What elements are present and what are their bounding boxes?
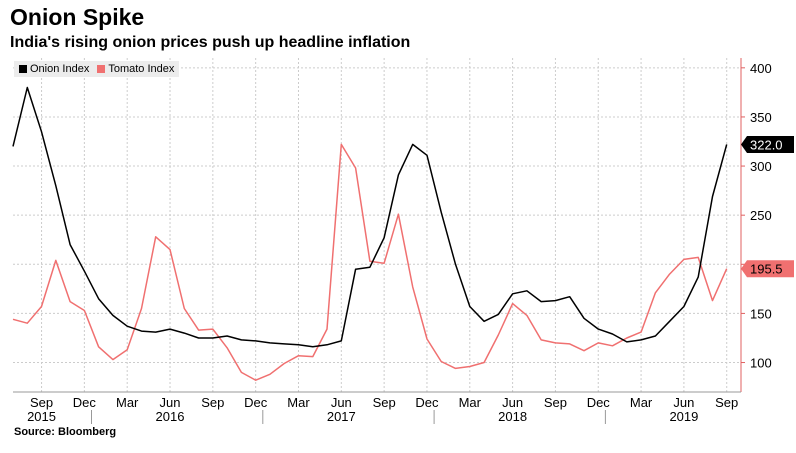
legend-label-tomato: Tomato Index <box>108 63 175 75</box>
chart-subtitle: India's rising onion prices push up head… <box>10 34 411 51</box>
x-tick-label: Sep <box>715 395 738 410</box>
y-tick-label: 250 <box>750 208 772 223</box>
value-label-flag <box>741 135 794 153</box>
x-tick-label: Jun <box>331 395 352 410</box>
x-tick-label: Sep <box>544 395 567 410</box>
x-tick-label: Mar <box>630 395 653 410</box>
legend-item-onion: Onion Index <box>19 63 89 75</box>
series-layer <box>12 86 728 381</box>
y-tick-label: 400 <box>750 61 772 76</box>
x-tick-label: Mar <box>459 395 482 410</box>
y-tick-label: 100 <box>750 356 772 371</box>
y-tick-label: 300 <box>750 159 772 174</box>
x-tick-label: Mar <box>287 395 310 410</box>
x-tick-label: Sep <box>30 395 53 410</box>
x-tick-label: Dec <box>244 395 268 410</box>
x-tick-label: Jun <box>502 395 523 410</box>
x-tick-label: Dec <box>73 395 97 410</box>
series-line-onion-index <box>12 86 728 348</box>
y-tick-label: 150 <box>750 306 772 321</box>
chart-title: Onion Spike <box>10 4 145 30</box>
value-label-text: 195.5 <box>750 262 783 277</box>
source-note: Source: Bloomberg <box>14 426 117 438</box>
legend-item-tomato: Tomato Index <box>97 63 174 75</box>
x-tick-label: Dec <box>587 395 611 410</box>
year-label: 2017 <box>327 409 356 424</box>
y-tick-label: 350 <box>750 110 772 125</box>
axis-layer: 100150200250300350400SepDecMarJunSepDecM… <box>13 58 772 424</box>
year-label: 2015 <box>27 409 56 424</box>
legend-label-onion: Onion Index <box>30 63 90 75</box>
x-tick-label: Sep <box>201 395 224 410</box>
value-label-flag <box>741 260 794 278</box>
year-label: 2018 <box>498 409 527 424</box>
last-value-label-onion: 322.0 <box>741 135 794 153</box>
last-value-label-tomato: 195.5 <box>741 260 794 278</box>
year-label: 2019 <box>669 409 698 424</box>
series-line-tomato-index <box>12 143 728 381</box>
year-label: 2016 <box>156 409 185 424</box>
legend: Onion Index Tomato Index <box>14 61 180 77</box>
x-tick-label: Sep <box>373 395 396 410</box>
x-tick-label: Jun <box>160 395 181 410</box>
label-layer: 322.0 195.5 <box>741 135 794 278</box>
tomato-swatch-icon <box>97 65 106 73</box>
onion-swatch-icon <box>19 65 27 73</box>
x-tick-label: Mar <box>116 395 139 410</box>
x-tick-label: Dec <box>415 395 439 410</box>
value-label-text: 322.0 <box>750 137 783 152</box>
x-tick-label: Jun <box>673 395 694 410</box>
